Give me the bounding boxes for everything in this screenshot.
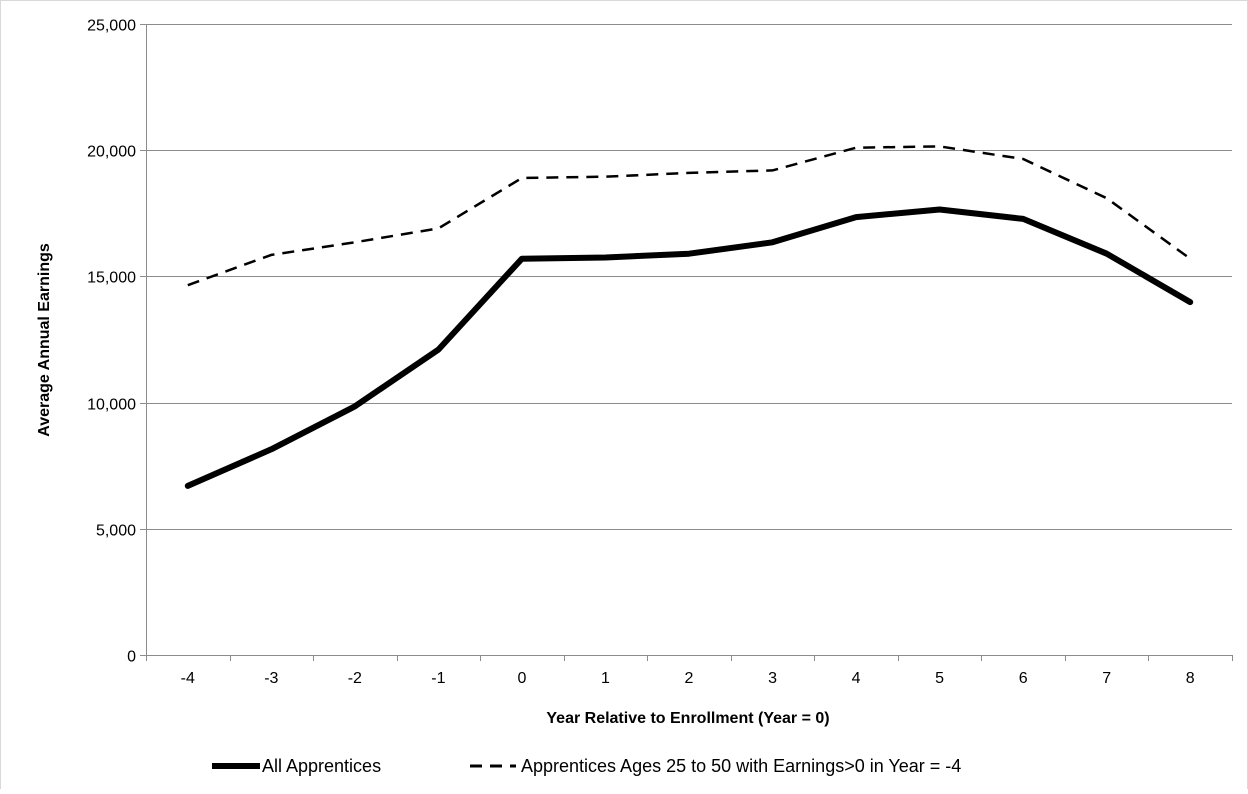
x-axis-title: Year Relative to Enrollment (Year = 0): [546, 710, 829, 727]
x-tick-label: 2: [685, 670, 694, 687]
x-tick-label: 6: [1019, 670, 1028, 687]
series-line-apprentices-ages-25-50: [187, 145, 1191, 287]
y-tick-label: 15,000: [87, 270, 136, 287]
legend-label-all-apprentices: All Apprentices: [262, 756, 381, 776]
y-tick-label: 10,000: [87, 397, 136, 414]
x-tick-label: 8: [1186, 670, 1195, 687]
y-tick-label: 20,000: [87, 144, 136, 161]
legend-label-apprentices-ages-25-50: Apprentices Ages 25 to 50 with Earnings>…: [521, 756, 961, 776]
series-lines: [184, 145, 1194, 489]
y-tick-label: 5,000: [96, 523, 136, 540]
y-tick-label: 0: [127, 649, 136, 666]
y-tick-label: 25,000: [87, 18, 136, 35]
x-tick-label: -2: [348, 670, 362, 687]
legend: All Apprentices Apprentices Ages 25 to 5…: [212, 756, 961, 776]
x-tick-label: 5: [935, 670, 944, 687]
grid-lines: [146, 24, 1232, 530]
axes: [140, 24, 1233, 661]
x-tick-label: -4: [181, 670, 195, 687]
x-tick-label: 3: [768, 670, 777, 687]
x-tick-label: 0: [517, 670, 526, 687]
x-tick-labels: -4 -3 -2 -1 0 1 2 3 4 5 6 7 8: [181, 670, 1195, 687]
x-tick-label: -1: [431, 670, 445, 687]
y-tick-labels: 0 5,000 10,000 15,000 20,000 25,000: [87, 18, 136, 666]
x-tick-label: 7: [1102, 670, 1111, 687]
x-tick-label: 4: [852, 670, 861, 687]
x-tick-label: 1: [601, 670, 610, 687]
x-tick-label: -3: [264, 670, 278, 687]
chart-frame-left-border: [0, 0, 1, 789]
series-line-all-apprentices: [184, 206, 1194, 489]
y-axis-title: Average Annual Earnings: [36, 243, 53, 437]
chart-frame-top-border: [0, 0, 1248, 1]
